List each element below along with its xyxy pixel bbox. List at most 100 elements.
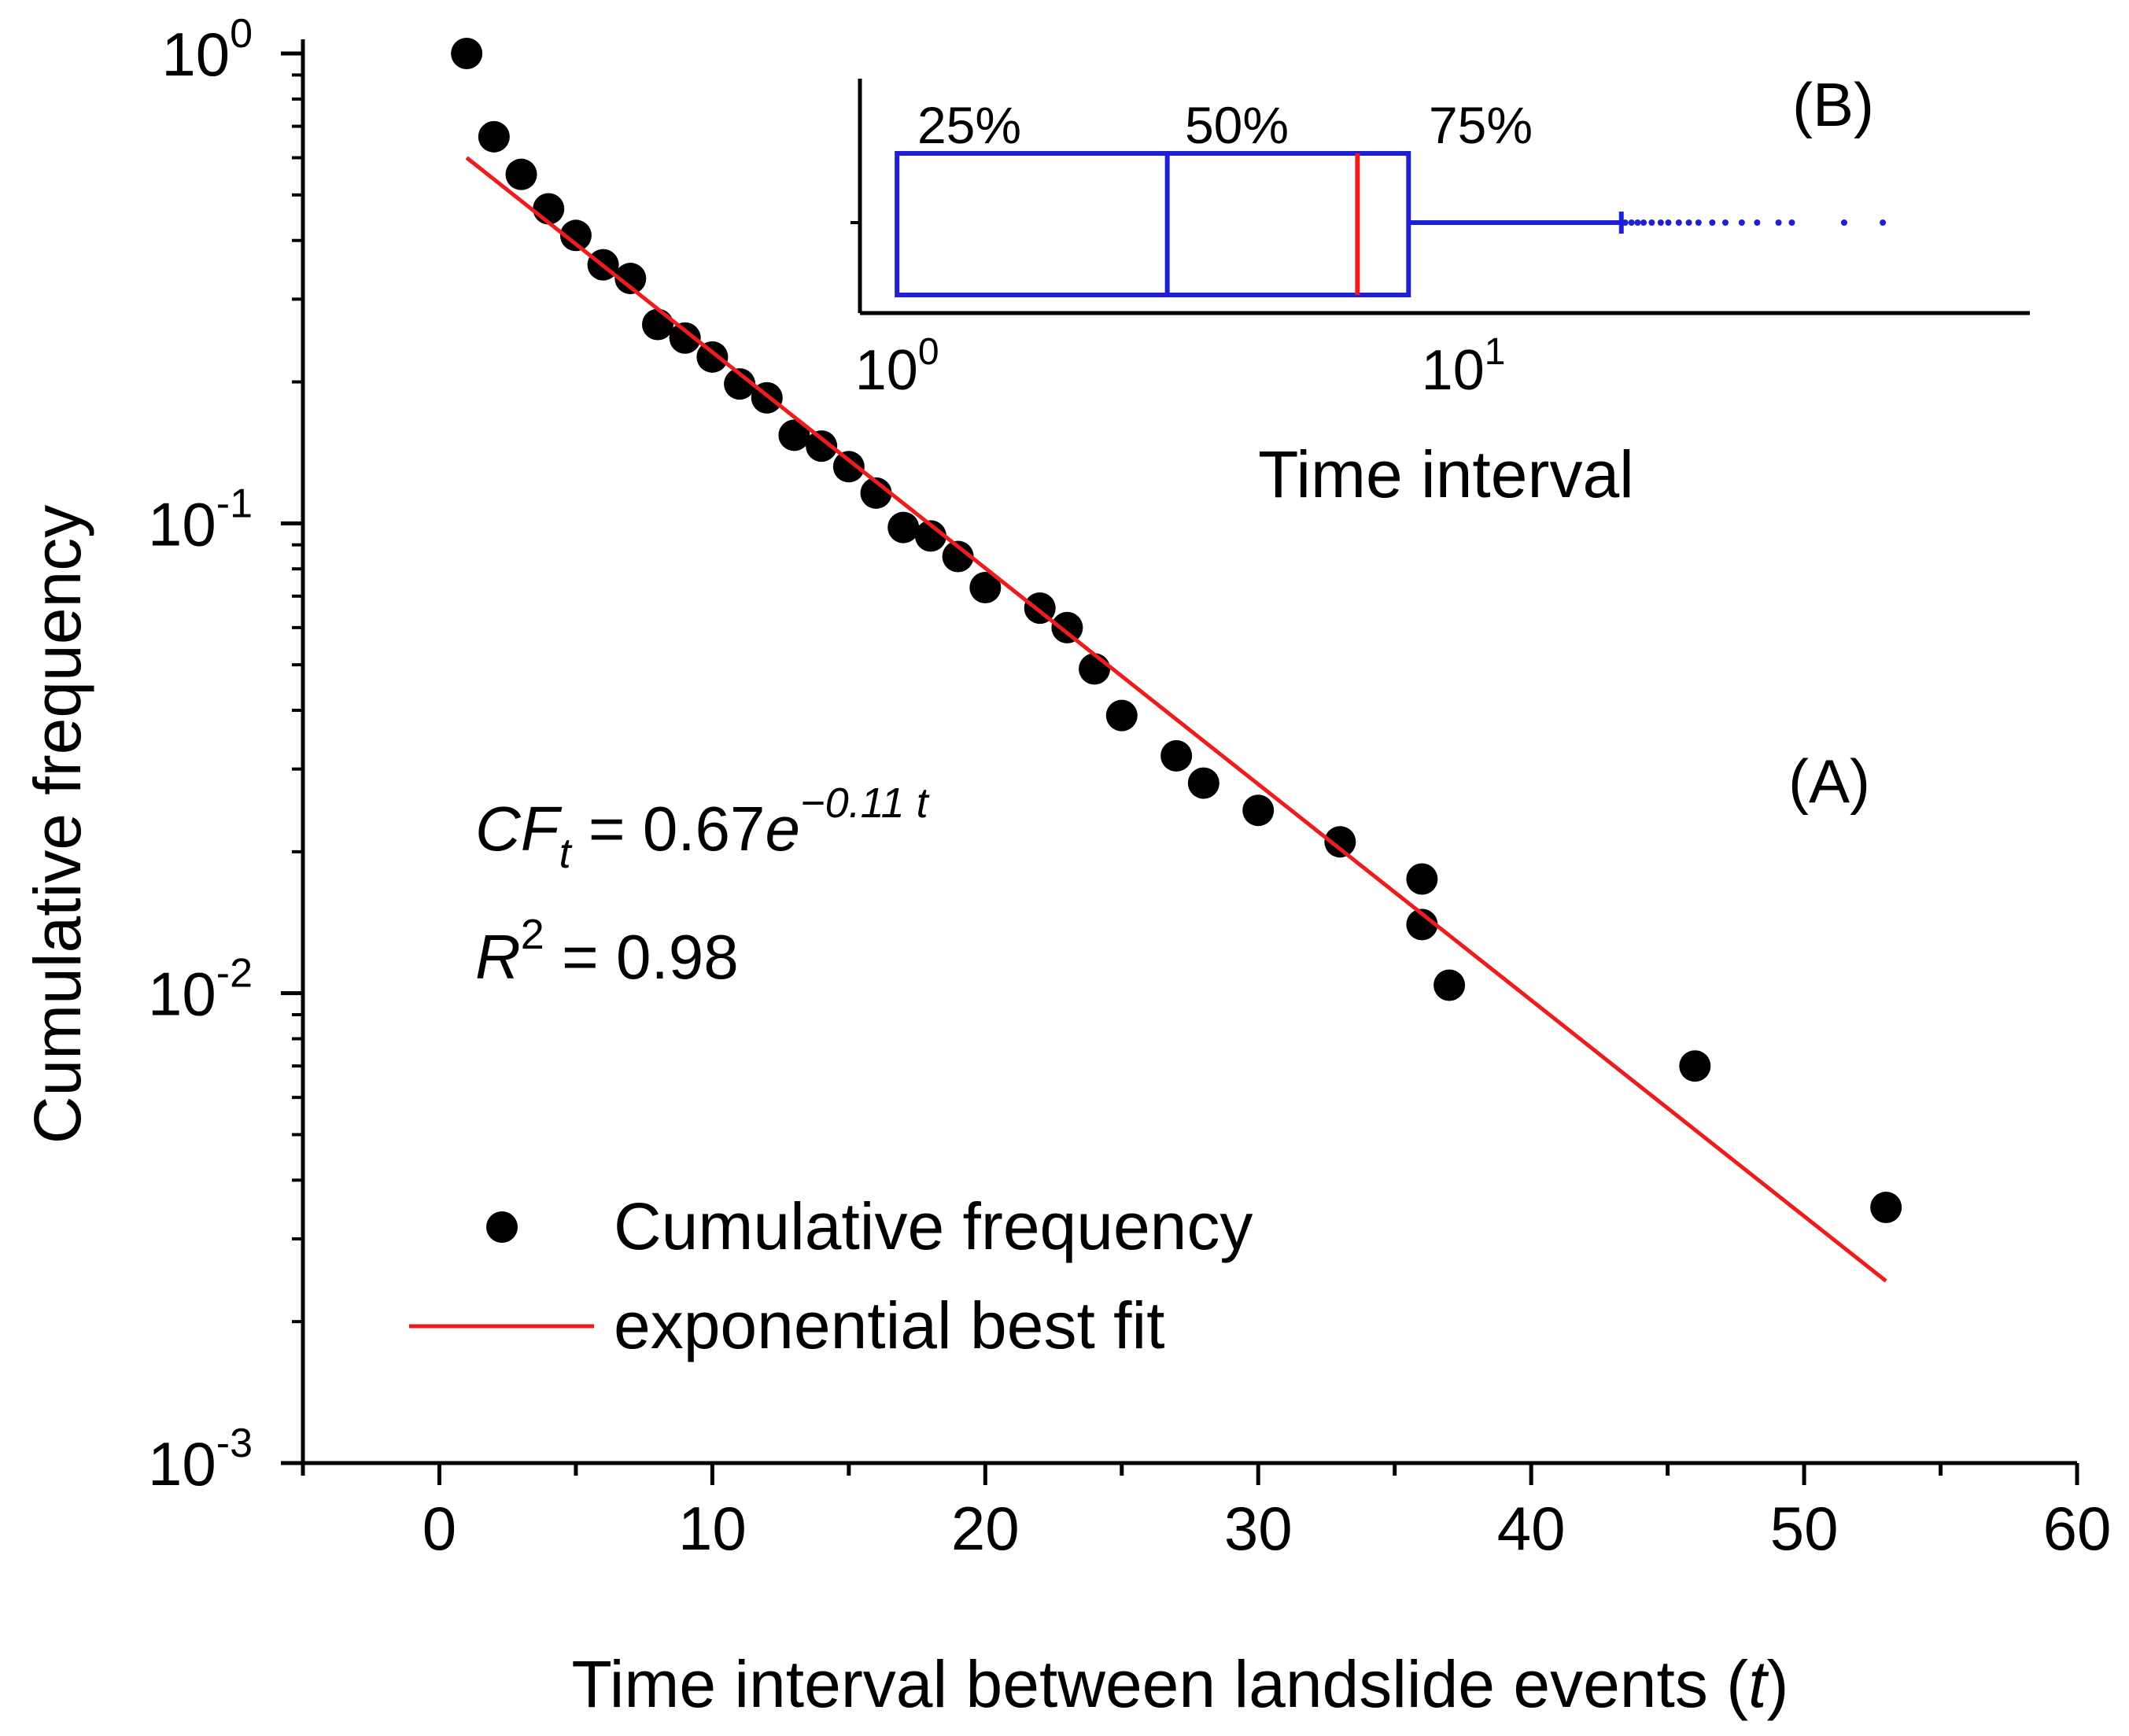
y-tick-base: 10 — [148, 489, 216, 558]
percentile-label-50: 50% — [1185, 96, 1289, 154]
inset-x-tick-base: 10 — [855, 339, 918, 402]
data-point — [533, 193, 565, 225]
x-tick-label: 40 — [1497, 1494, 1566, 1563]
outlier-point — [1880, 219, 1887, 226]
equation-exponent: −0.11 t — [800, 780, 930, 827]
data-point — [806, 430, 838, 463]
scatter-series — [451, 38, 1902, 1224]
data-point — [832, 451, 865, 483]
outlier-group — [1622, 219, 1887, 226]
equation-lhs-subscript: t — [559, 830, 573, 877]
inset-x-axis-label: Time interval — [1258, 437, 1634, 511]
data-point — [1433, 969, 1466, 1001]
legend-label-points: Cumulative frequency — [614, 1189, 1253, 1263]
x-tick-label: 60 — [2043, 1494, 2112, 1563]
x-tick-label: 50 — [1770, 1494, 1839, 1563]
y-tick-label: 100 — [161, 11, 253, 89]
outlier-point — [1709, 219, 1716, 226]
x-axis-label-end: ) — [1767, 1647, 1789, 1721]
data-point — [1105, 699, 1138, 732]
percentile-label-25: 25% — [917, 96, 1021, 154]
inset-x-tick-exponent: 0 — [918, 331, 939, 373]
outlier-point — [1840, 219, 1847, 226]
outlier-point — [1634, 219, 1641, 226]
outlier-point — [1685, 219, 1692, 226]
outlier-point — [1788, 219, 1795, 226]
x-tick-label: 10 — [678, 1494, 747, 1563]
legend: Cumulative frequency exponential best fi… — [409, 1189, 1253, 1362]
outlier-point — [1695, 219, 1702, 226]
r-squared-value: = 0.98 — [544, 922, 739, 992]
outlier-point — [1775, 219, 1782, 226]
data-point — [1051, 611, 1083, 643]
box-iqr — [895, 151, 1411, 297]
y-tick-base: 10 — [148, 1429, 216, 1498]
r-squared-exponent: 2 — [521, 911, 544, 958]
legend-label-line: exponential best fit — [614, 1288, 1164, 1362]
fit-equation: CFt = 0.67e−0.11 t — [475, 780, 930, 877]
outlier-point — [1648, 219, 1655, 226]
y-tick-base: 10 — [161, 20, 230, 89]
y-tick-exponent: 0 — [230, 11, 253, 57]
outlier-point — [1738, 219, 1745, 226]
r-squared: R2 = 0.98 — [475, 911, 739, 992]
data-point — [860, 477, 892, 509]
data-point — [724, 368, 756, 400]
equation-base: e — [766, 794, 801, 864]
x-tick-label: 30 — [1224, 1494, 1293, 1563]
data-point — [778, 419, 810, 452]
r-squared-symbol: R — [475, 922, 521, 992]
x-axis-label-var: t — [1748, 1647, 1769, 1721]
data-point — [478, 120, 510, 153]
y-tick-exponent: -3 — [216, 1421, 253, 1466]
data-point — [887, 511, 920, 544]
data-point — [1870, 1192, 1902, 1224]
y-tick-label: 10-3 — [148, 1421, 253, 1498]
data-point — [559, 219, 592, 252]
fit-line — [465, 156, 1887, 1283]
inset-x-tick-group: 100 101 — [855, 331, 1506, 402]
y-tick-base: 10 — [148, 960, 216, 1029]
panel-label-b: (B) — [1792, 70, 1874, 139]
outlier-point — [1657, 219, 1664, 226]
x-axis-label-text: Time interval between landslide events ( — [572, 1647, 1749, 1721]
data-point — [1187, 767, 1219, 799]
y-tick-exponent: -2 — [216, 951, 253, 997]
data-point — [942, 540, 974, 573]
inset-x-tick-label: 100 — [855, 331, 939, 402]
x-tick-group: 0 10 20 30 40 50 60 — [301, 1463, 2112, 1563]
outlier-point — [1754, 219, 1761, 226]
percentile-label-75: 75% — [1429, 96, 1533, 154]
x-tick-label: 0 — [422, 1494, 456, 1563]
equation-lhs: CF — [475, 794, 563, 864]
data-point — [1406, 863, 1438, 895]
data-point — [1079, 653, 1111, 685]
outlier-point — [1628, 219, 1635, 226]
data-point — [1324, 826, 1356, 858]
y-tick-label: 10-1 — [148, 481, 253, 558]
data-point — [1406, 909, 1438, 941]
y-tick-label: 10-2 — [148, 951, 253, 1029]
inset-x-tick-exponent: 1 — [1485, 331, 1506, 373]
data-point — [614, 263, 647, 295]
outlier-point — [1640, 219, 1647, 226]
data-point — [969, 571, 1002, 603]
data-point — [914, 520, 946, 552]
x-axis-label: Time interval between landslide events (… — [572, 1647, 1789, 1721]
panel-label-a: (A) — [1788, 746, 1870, 816]
inset-x-tick-label: 101 — [1422, 331, 1506, 402]
outlier-point — [1622, 219, 1629, 226]
y-axis-label: Cumulative frequency — [20, 505, 94, 1144]
outlier-point — [1721, 219, 1729, 226]
equation-coefficient: = 0.67 — [571, 794, 766, 864]
data-point — [1242, 794, 1275, 827]
legend-marker-points — [486, 1211, 518, 1243]
panel-b-inset: 100 101 25% 50% 75% (B) Time interval — [850, 70, 2030, 511]
x-tick-label: 20 — [951, 1494, 1020, 1563]
inset-x-tick-base: 10 — [1422, 339, 1485, 402]
y-tick-exponent: -1 — [216, 481, 253, 526]
data-point — [1679, 1050, 1711, 1082]
data-point — [1160, 739, 1193, 772]
data-point — [642, 308, 673, 341]
data-point — [696, 341, 729, 373]
